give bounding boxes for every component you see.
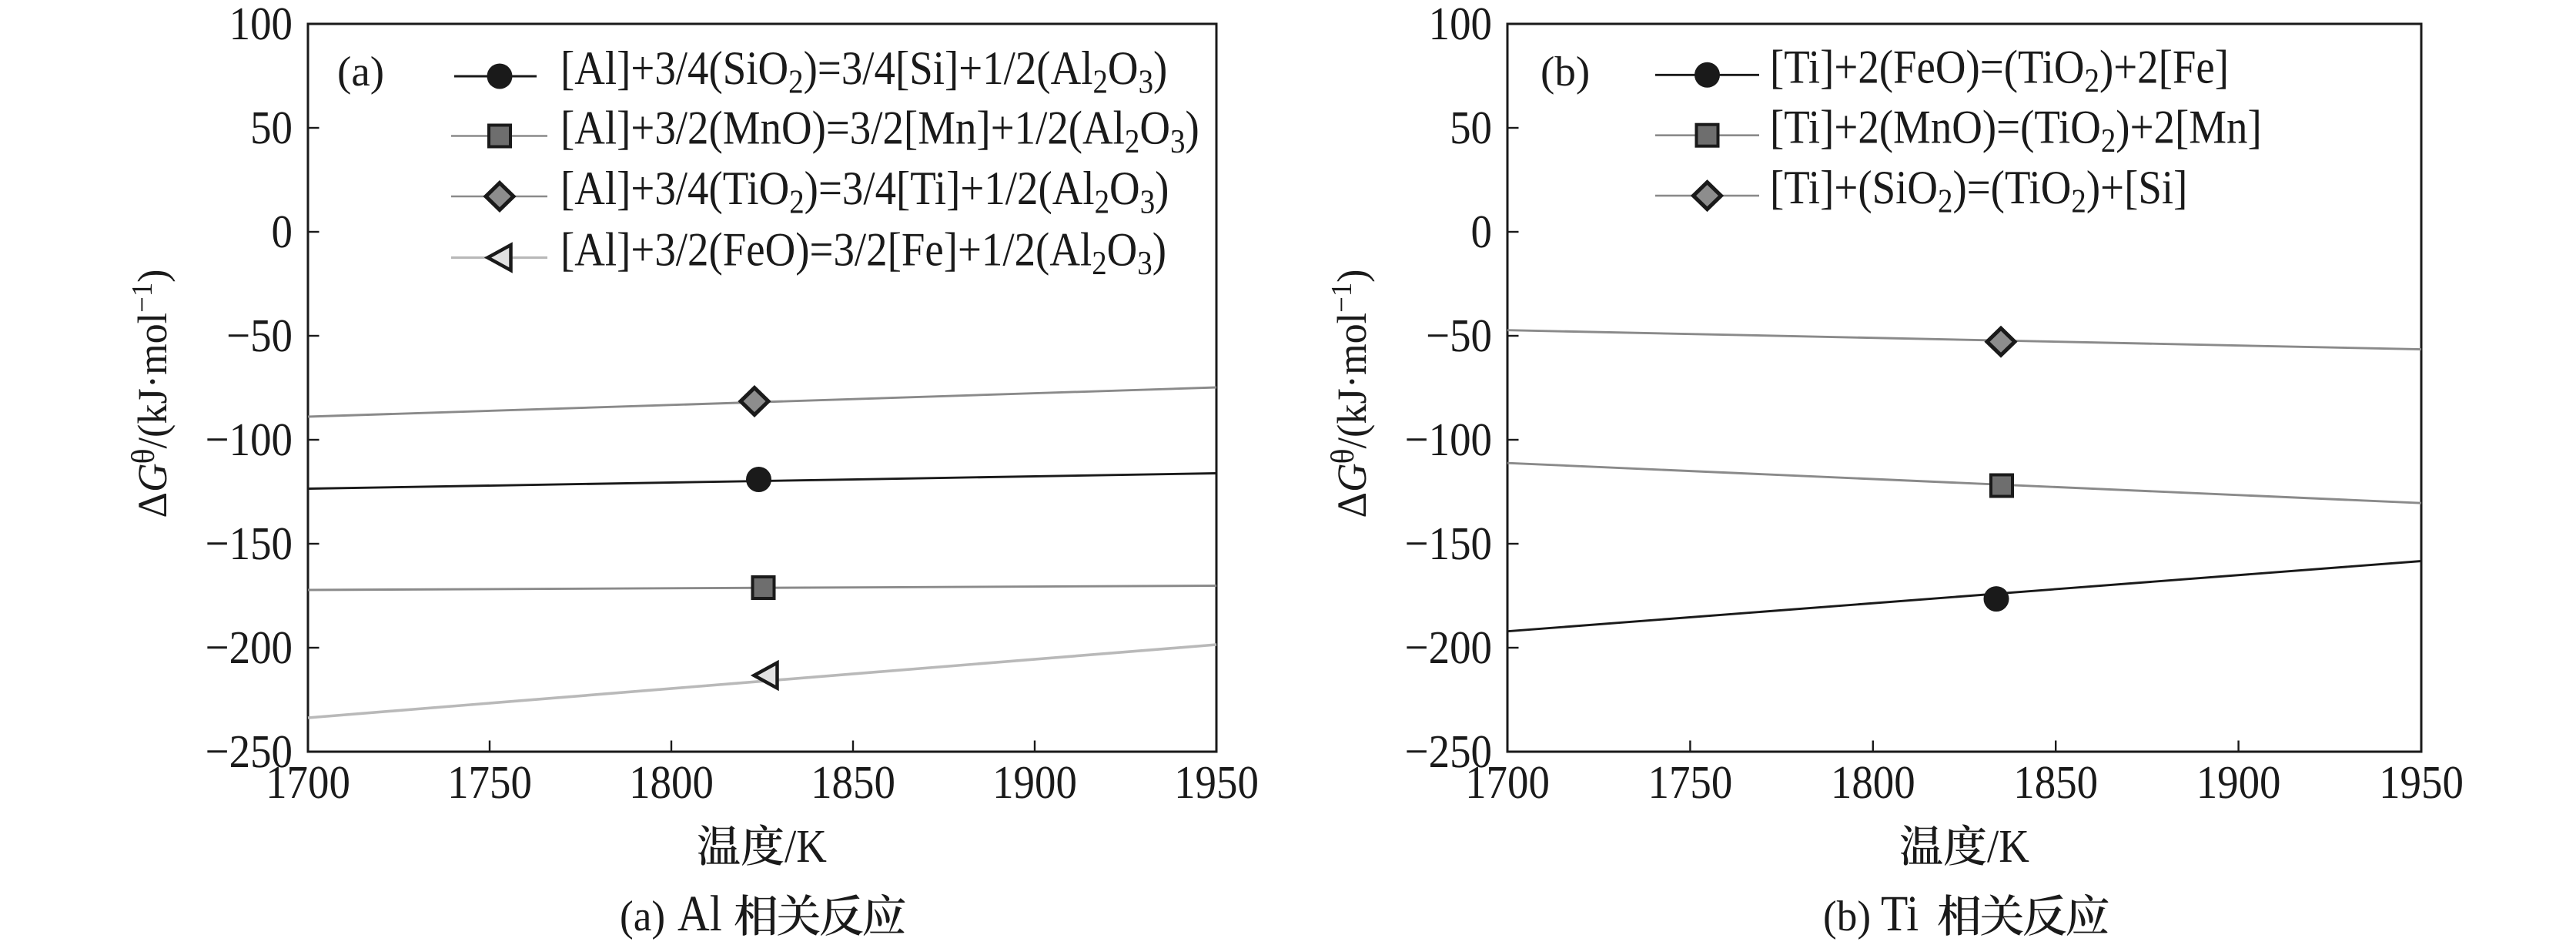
svg-text:100: 100 — [1429, 0, 1492, 50]
svg-text:100: 100 — [229, 0, 293, 50]
svg-text:−200: −200 — [1405, 622, 1492, 674]
svg-text:−100: −100 — [1405, 414, 1492, 466]
svg-text:1700: 1700 — [1465, 757, 1550, 809]
svg-text:50: 50 — [250, 102, 293, 154]
svg-text:[Al]+3/2(MnO)=3/2[Mn]+1/2(Al2​: [Al]+3/2(MnO)=3/2[Mn]+1/2(Al2​O3​) — [560, 102, 1199, 161]
svg-text:1700: 1700 — [266, 757, 350, 809]
svg-text:(b): (b) — [1823, 893, 1871, 940]
svg-text:−50: −50 — [1426, 310, 1492, 362]
svg-text:[Ti]+2(MnO)=(TiO2​)+2[Mn]: [Ti]+2(MnO)=(TiO2​)+2[Mn] — [1770, 102, 2262, 160]
svg-text:/K: /K — [1987, 821, 2029, 873]
svg-text:(a): (a) — [620, 893, 665, 940]
svg-text:ΔGθ/(kJ·mol−1): ΔGθ/(kJ·mol−1) — [125, 269, 176, 518]
svg-text:(a): (a) — [337, 48, 384, 95]
svg-text:−200: −200 — [206, 622, 293, 674]
svg-text:(b): (b) — [1541, 48, 1590, 95]
svg-text:50: 50 — [1450, 102, 1492, 154]
svg-text:0: 0 — [272, 206, 293, 258]
svg-text:−250: −250 — [206, 726, 293, 778]
svg-text:[Al]+3/4(SiO2​)=3/4[Si]+1/2(Al: [Al]+3/4(SiO2​)=3/4[Si]+1/2(Al2​O3​) — [560, 42, 1167, 101]
svg-text:1850: 1850 — [811, 757, 895, 809]
svg-text:−50: −50 — [226, 310, 293, 362]
svg-text:−150: −150 — [1405, 518, 1492, 570]
svg-text:0: 0 — [1471, 206, 1492, 258]
svg-text:−150: −150 — [206, 518, 293, 570]
svg-text:−250: −250 — [1405, 726, 1492, 778]
svg-text:/K: /K — [785, 821, 827, 873]
svg-text:[Ti]+2(FeO)=(TiO2​)+2[Fe]: [Ti]+2(FeO)=(TiO2​)+2[Fe] — [1770, 41, 2229, 99]
svg-text:1750: 1750 — [447, 757, 532, 809]
svg-text:1950: 1950 — [1174, 757, 1259, 809]
svg-text:1900: 1900 — [992, 757, 1077, 809]
svg-text:1800: 1800 — [629, 757, 714, 809]
svg-text:1800: 1800 — [1831, 757, 1915, 809]
svg-text:[Al]+3/2(FeO)=3/2[Fe]+1/2(Al2​: [Al]+3/2(FeO)=3/2[Fe]+1/2(Al2​O3​) — [560, 224, 1166, 283]
svg-text:Al: Al — [677, 886, 722, 941]
svg-text:[Al]+3/4(TiO2​)=3/4[Ti]+1/2(Al: [Al]+3/4(TiO2​)=3/4[Ti]+1/2(Al2​O3​) — [560, 163, 1169, 221]
svg-text:1900: 1900 — [2196, 757, 2281, 809]
svg-text:1850: 1850 — [2013, 757, 2098, 809]
svg-text:[Ti]+(SiO2​)=(TiO2​)+[Si]: [Ti]+(SiO2​)=(TiO2​)+[Si] — [1770, 162, 2187, 220]
svg-text:1950: 1950 — [2379, 757, 2464, 809]
svg-text:1750: 1750 — [1648, 757, 1733, 809]
svg-text:Ti: Ti — [1881, 886, 1919, 941]
svg-text:−100: −100 — [206, 414, 293, 466]
